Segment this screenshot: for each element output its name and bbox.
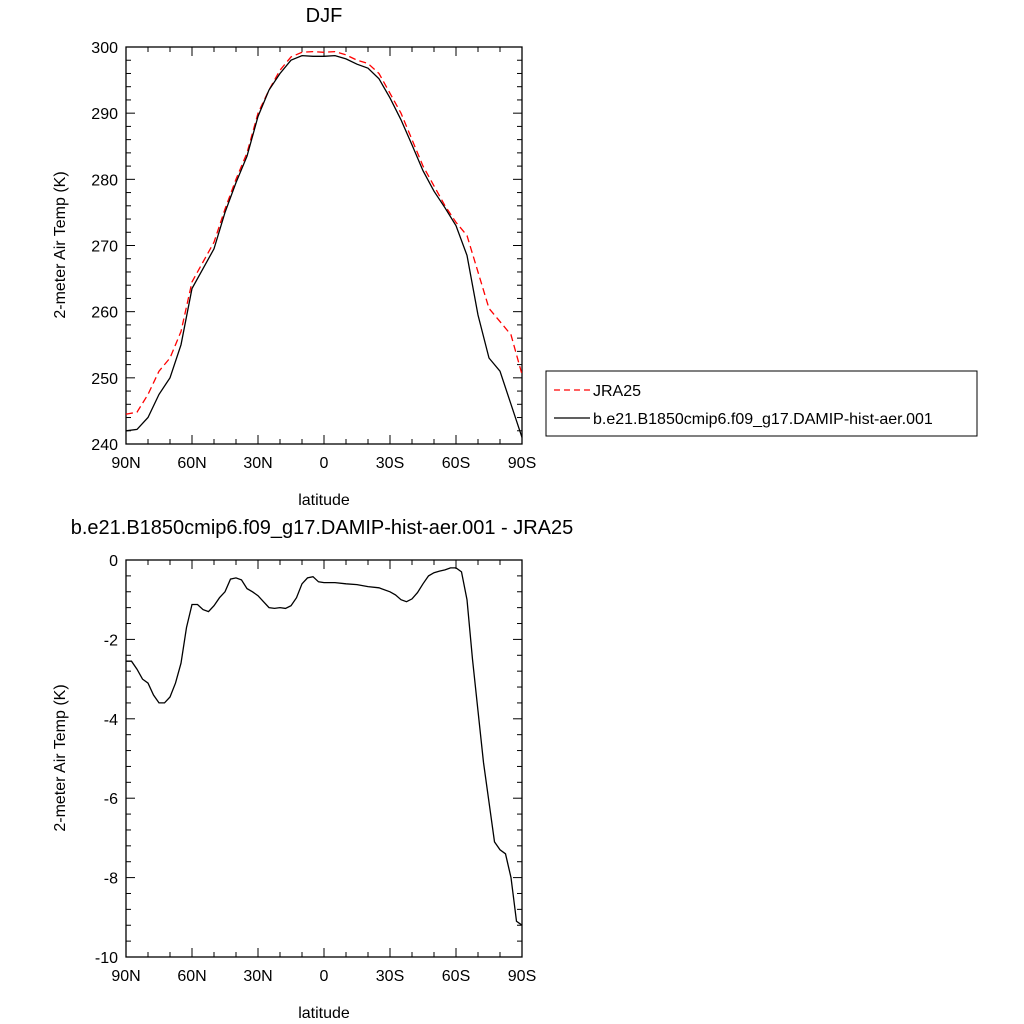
top-xtick-label: 90S [508,455,536,472]
top-xtick-label: 30S [376,455,404,472]
top-ytick-label: 270 [91,239,118,256]
top-ytick-label: 280 [91,172,118,189]
top-xtick-label: 30N [243,455,272,472]
bottom-ytick-label: -8 [104,871,118,888]
bottom-xtick-label: 30S [376,968,404,985]
top-ylabel: 2-meter Air Temp (K) [52,171,69,318]
top-series-line-1 [125,54,523,438]
top-ytick-label: 260 [91,305,118,322]
legend-label-jra25: JRA25 [593,383,641,400]
bottom-series [126,567,523,926]
top-ytick-label: 290 [91,106,118,123]
top-plot-frame [125,46,523,445]
legend-box [545,370,978,437]
top-series [125,50,523,438]
bottom-xlabel: latitude [298,1005,350,1022]
bottom-xtick-label: 90N [111,968,140,985]
bottom-ytick-label: -2 [104,632,118,649]
legend: JRA25 b.e21.B1850cmip6.f09_g17.DAMIP-his… [545,370,978,437]
bottom-series-line-0 [126,567,523,926]
top-ytick-label: 300 [91,40,118,57]
top-xtick-label: 90N [111,455,140,472]
bottom-xtick-label: 60S [442,968,470,985]
top-ytick-label: 240 [91,437,118,454]
top-series-line-0 [125,50,523,415]
bottom-title: b.e21.B1850cmip6.f09_g17.DAMIP-hist-aer.… [71,517,574,539]
bottom-xtick-label: 90S [508,968,536,985]
bottom-plot-frame [125,559,523,958]
bottom-ytick-label: -4 [104,712,118,729]
bottom-ytick-label: -10 [95,950,118,967]
top-xtick-label: 60S [442,455,470,472]
top-panel: DJF 90N 60N 30N 0 30S 60S 90S 240 250 260 270 280 29… [52,5,536,509]
top-title: DJF [306,5,343,27]
bottom-xtick-label: 0 [320,968,329,985]
bottom-panel: b.e21.B1850cmip6.f09_g17.DAMIP-hist-aer.… [52,517,573,1022]
bottom-xtick-label: 60N [177,968,206,985]
bottom-ytick-label: 0 [109,553,118,570]
bottom-ticks: 90N 60N 30N 0 30S 60S 90S -10 -8 -6 -4 -2 0 [95,553,536,985]
top-xtick-label: 0 [320,455,329,472]
legend-label-model: b.e21.B1850cmip6.f09_g17.DAMIP-hist-aer.… [593,411,933,428]
top-ytick-label: 250 [91,371,118,388]
top-xlabel: latitude [298,492,350,509]
bottom-ytick-label: -6 [104,791,118,808]
bottom-ylabel: 2-meter Air Temp (K) [52,684,69,831]
top-xtick-label: 60N [177,455,206,472]
top-ticks: 90N 60N 30N 0 30S 60S 90S 240 250 260 270 280 290 300 [91,40,536,472]
bottom-xtick-label: 30N [243,968,272,985]
